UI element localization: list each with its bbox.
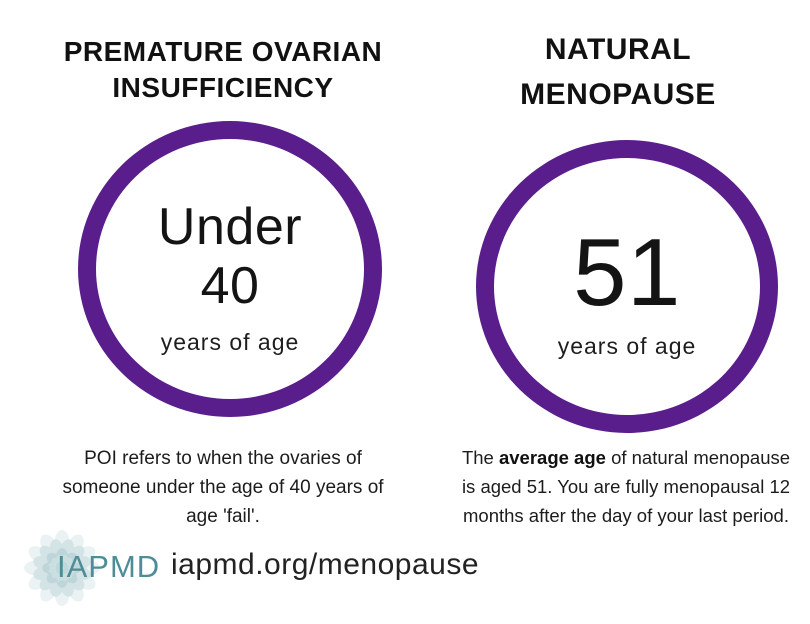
- age-unit: years of age: [557, 332, 697, 359]
- right-age-circle: 51 years of age: [476, 140, 778, 433]
- left-panel-heading: PREMATURE OVARIAN INSUFFICIENCY: [23, 34, 423, 106]
- age-value: 51: [573, 218, 681, 326]
- bold-phrase: average age: [498, 447, 606, 468]
- site-url: iapmd.org/menopause: [171, 548, 480, 581]
- right-description: The average age of natural menopause is …: [444, 443, 808, 530]
- heading-line: NATURAL: [544, 33, 692, 66]
- iapmd-logo-text: IAPMD: [57, 549, 161, 584]
- age-value: 40: [200, 257, 260, 315]
- heading-line: PREMATURE OVARIAN: [63, 36, 383, 67]
- right-panel-heading: NATURAL MENOPAUSE: [440, 27, 796, 117]
- description-line: POI refers to when the ovaries of: [84, 448, 362, 469]
- iapmd-logo-flower-icon: [24, 530, 100, 606]
- age-unit: years of age: [160, 329, 300, 355]
- description-line: someone under the age of 40 years of: [62, 477, 384, 498]
- description-line: months after the day of your last period…: [463, 505, 789, 526]
- heading-line: INSUFFICIENCY: [112, 72, 334, 103]
- age-value: Under: [157, 198, 303, 256]
- description-line: The average age of natural menopause: [461, 447, 791, 468]
- description-line: age 'fail'.: [186, 506, 260, 527]
- heading-line: MENOPAUSE: [520, 78, 716, 111]
- left-age-circle: Under 40 years of age: [78, 121, 382, 417]
- left-description: POI refers to when the ovaries of someon…: [33, 444, 413, 531]
- description-line: is aged 51. You are fully menopausal 12: [461, 476, 791, 497]
